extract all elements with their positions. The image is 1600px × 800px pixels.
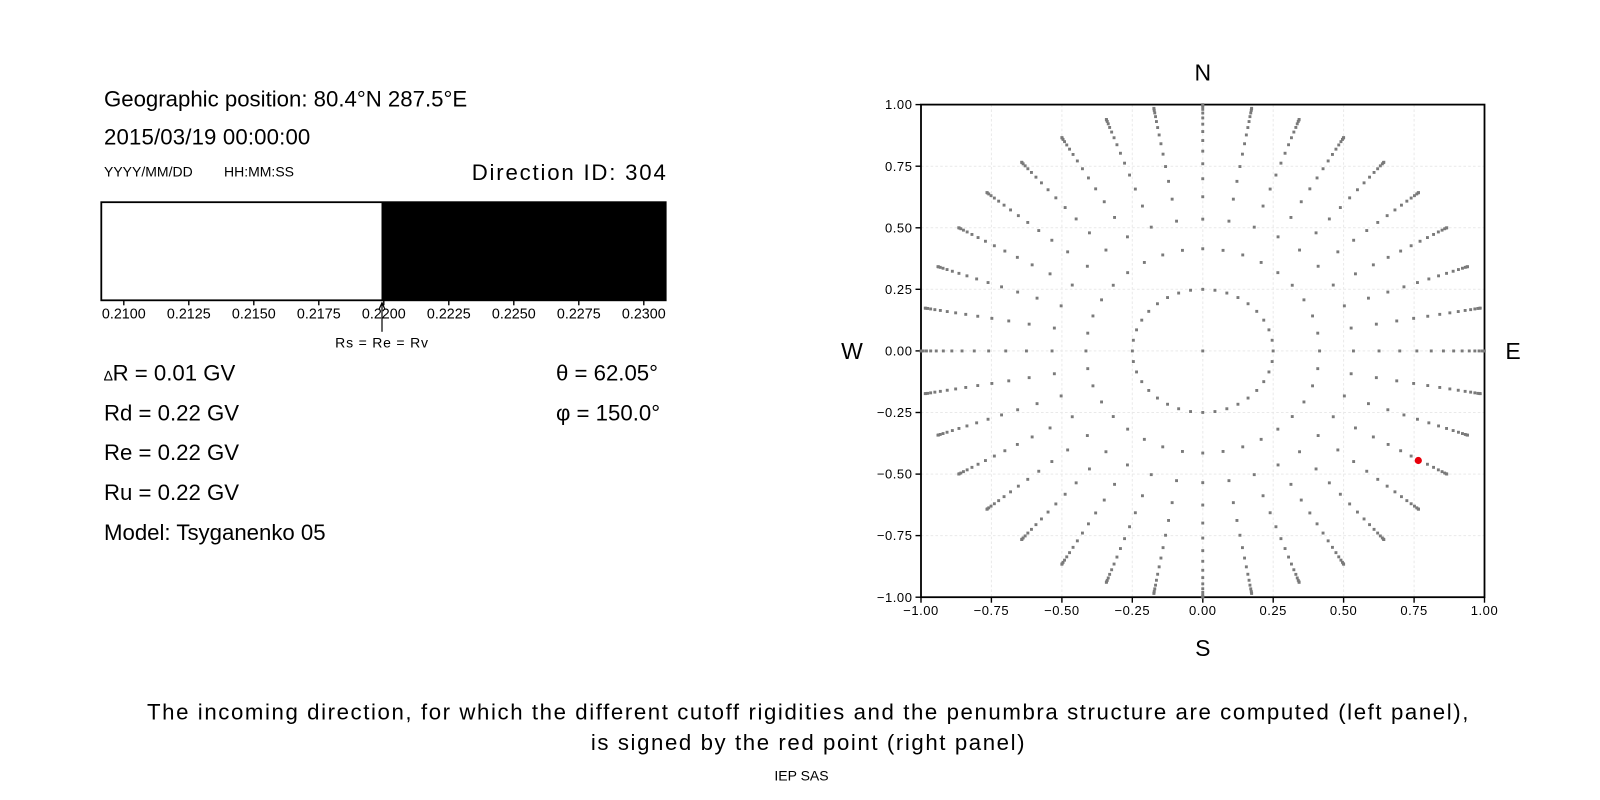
svg-text:−0.50: −0.50 bbox=[877, 467, 913, 482]
svg-text:Geographic position: 80.4°N 28: Geographic position: 80.4°N 287.5°E bbox=[104, 87, 467, 112]
svg-text:E: E bbox=[1505, 338, 1520, 364]
svg-text:Rd = 0.22 GV: Rd = 0.22 GV bbox=[104, 400, 239, 425]
svg-text:−0.50: −0.50 bbox=[1044, 603, 1080, 618]
svg-text:φ = 150.0°: φ = 150.0° bbox=[556, 400, 660, 425]
svg-text:0.50: 0.50 bbox=[1330, 603, 1358, 618]
svg-text:1.00: 1.00 bbox=[885, 97, 913, 112]
svg-text:0.25: 0.25 bbox=[885, 282, 913, 297]
svg-text:0.00: 0.00 bbox=[885, 344, 913, 359]
svg-text:N: N bbox=[1194, 60, 1211, 86]
svg-text:1.00: 1.00 bbox=[1471, 603, 1499, 618]
svg-text:S: S bbox=[1195, 635, 1210, 661]
svg-text:Direction ID: 304: Direction ID: 304 bbox=[472, 160, 668, 185]
svg-text:HH:MM:SS: HH:MM:SS bbox=[224, 164, 294, 180]
svg-text:0.2200: 0.2200 bbox=[362, 307, 406, 323]
svg-text:0.2275: 0.2275 bbox=[557, 307, 601, 323]
svg-text:−0.25: −0.25 bbox=[1114, 603, 1150, 618]
svg-text:0.2125: 0.2125 bbox=[167, 307, 211, 323]
svg-text:−1.00: −1.00 bbox=[877, 590, 913, 605]
svg-text:W: W bbox=[841, 338, 863, 364]
svg-text:0.50: 0.50 bbox=[885, 220, 913, 235]
svg-text:0.00: 0.00 bbox=[1189, 603, 1217, 618]
svg-text:−0.25: −0.25 bbox=[877, 405, 913, 420]
svg-text:∆R = 0.01 GV: ∆R = 0.01 GV bbox=[104, 361, 235, 386]
svg-text:−0.75: −0.75 bbox=[877, 528, 913, 543]
svg-text:Model: Tsyganenko 05: Model: Tsyganenko 05 bbox=[104, 520, 326, 545]
svg-text:2015/03/19 00:00:00: 2015/03/19 00:00:00 bbox=[104, 125, 310, 150]
svg-text:Rs = Re = Rv: Rs = Re = Rv bbox=[335, 335, 429, 351]
svg-text:IEP SAS: IEP SAS bbox=[774, 768, 828, 784]
svg-text:0.2225: 0.2225 bbox=[427, 307, 471, 323]
svg-text:The incoming direction, for wh: The incoming direction, for which the di… bbox=[147, 700, 1470, 725]
svg-text:0.2150: 0.2150 bbox=[232, 307, 276, 323]
svg-text:0.2300: 0.2300 bbox=[622, 307, 666, 323]
svg-text:θ = 62.05°: θ = 62.05° bbox=[556, 361, 658, 386]
svg-text:−1.00: −1.00 bbox=[903, 603, 939, 618]
svg-text:0.25: 0.25 bbox=[1259, 603, 1287, 618]
svg-text:Ru = 0.22 GV: Ru = 0.22 GV bbox=[104, 480, 239, 505]
svg-text:0.75: 0.75 bbox=[1400, 603, 1428, 618]
svg-text:YYYY/MM/DD: YYYY/MM/DD bbox=[104, 164, 193, 180]
svg-text:−0.75: −0.75 bbox=[974, 603, 1010, 618]
svg-text:is signed by the red point (ri: is signed by the red point (right panel) bbox=[591, 730, 1026, 755]
svg-text:0.2175: 0.2175 bbox=[297, 307, 341, 323]
svg-text:0.2250: 0.2250 bbox=[492, 307, 536, 323]
svg-text:0.2100: 0.2100 bbox=[102, 307, 146, 323]
svg-text:Re = 0.22 GV: Re = 0.22 GV bbox=[104, 440, 239, 465]
svg-text:0.75: 0.75 bbox=[885, 159, 913, 174]
